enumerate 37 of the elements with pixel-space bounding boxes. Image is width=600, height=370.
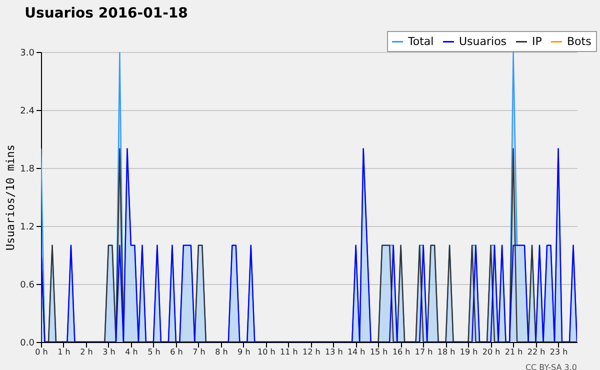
x-tick-label: 11 h <box>280 348 298 356</box>
x-tick-label: 9 h <box>238 348 250 356</box>
legend-label: Bots <box>567 34 592 48</box>
y-tick-label: 0.6 <box>20 280 35 290</box>
x-tick-label: 21 h <box>504 348 523 356</box>
x-tick-label: 22 h <box>527 348 546 356</box>
x-tick-label: 1 h <box>58 348 70 356</box>
y-tick-label: 1.2 <box>20 222 34 232</box>
legend-label: Usuarios <box>459 34 507 48</box>
x-tick-label: 0 h <box>35 348 48 356</box>
x-tick-label: 19 h <box>460 348 478 356</box>
y-tick-label: 2.4 <box>20 106 35 116</box>
x-tick-label: 5 h <box>148 348 160 356</box>
x-tick-label: 6 h <box>170 348 183 356</box>
x-tick-label: 14 h <box>347 348 366 356</box>
x-tick-label: 4 h <box>125 348 138 356</box>
x-tick-label: 23 h <box>550 348 568 356</box>
x-tick-label: 8 h <box>215 348 228 356</box>
text: CC BY-SA 3.0 <box>525 363 577 370</box>
x-tick-label: 13 h <box>324 348 343 356</box>
x-tick-label: 10 h <box>257 348 276 356</box>
x-tick-label: 16 h <box>392 348 410 356</box>
y-tick-label: 3.0 <box>20 48 35 58</box>
y-tick-label: 1.8 <box>20 164 35 174</box>
x-tick-label: 12 h <box>302 348 320 356</box>
x-tick-label: 15 h <box>370 348 388 356</box>
x-tick-label: 20 h <box>482 348 500 356</box>
chart-title: Usuarios 2016-01-18 <box>24 6 188 22</box>
x-tick-label: 3 h <box>102 348 116 356</box>
x-tick-label: 7 h <box>192 348 206 356</box>
y-tick-label: 0.0 <box>20 338 35 348</box>
x-tick-label: 17 h <box>414 348 433 356</box>
legend-label: Total <box>407 34 434 48</box>
x-tick-label: 18 h <box>437 348 456 356</box>
x-tick-label: 2 h <box>80 348 93 356</box>
y-axis-title: Usuarios/10 mins <box>4 144 18 250</box>
legend-label: IP <box>532 34 542 48</box>
